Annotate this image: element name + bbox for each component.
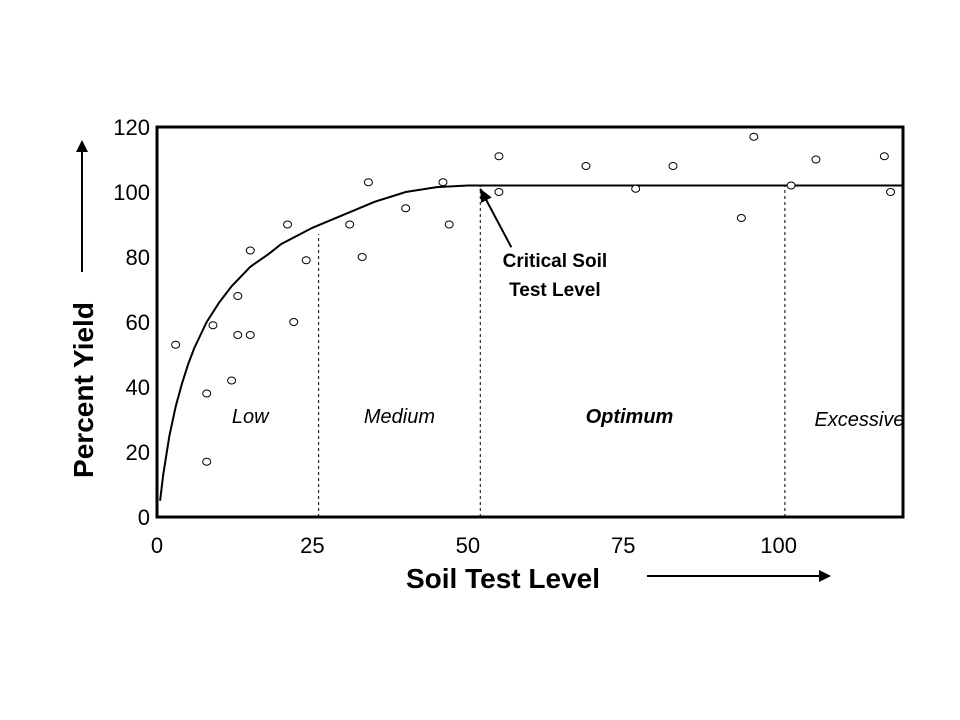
data-point: [171, 340, 181, 349]
critical-level-annotation: Critical Soil: [503, 251, 608, 272]
x-tick-label: 100: [760, 533, 797, 558]
data-point: [357, 253, 367, 261]
data-point: [202, 457, 212, 466]
data-point: [438, 178, 448, 187]
data-point: [345, 220, 355, 229]
data-point: [208, 321, 218, 330]
data-point: [233, 331, 243, 339]
data-point: [631, 184, 641, 193]
zone-label: Low: [232, 406, 270, 428]
data-point: [227, 376, 237, 385]
data-point: [668, 162, 678, 170]
y-tick-label: 80: [126, 245, 150, 270]
data-point: [233, 292, 243, 300]
data-point: [401, 204, 411, 213]
y-tick-label: 0: [138, 505, 150, 530]
y-axis-direction-arrow-head: [76, 140, 88, 152]
y-tick-label: 120: [113, 115, 150, 140]
data-point: [886, 188, 896, 196]
x-tick-label: 0: [151, 533, 163, 558]
x-tick-label: 25: [300, 533, 324, 558]
x-axis-title: Soil Test Level: [406, 563, 600, 594]
annotation-arrow-head: [480, 188, 492, 204]
critical-level-annotation: Test Level: [509, 280, 601, 301]
y-tick-label: 100: [113, 180, 150, 205]
data-point: [879, 152, 889, 161]
data-point: [283, 220, 293, 229]
data-point: [581, 162, 591, 170]
data-point: [363, 178, 373, 187]
y-tick-label: 40: [126, 375, 150, 400]
zone-label: Medium: [364, 406, 435, 428]
data-point: [494, 152, 504, 161]
x-axis-direction-arrow-head: [819, 570, 831, 582]
x-tick-label: 75: [611, 533, 635, 558]
y-tick-label: 60: [126, 310, 150, 335]
data-point: [245, 246, 255, 255]
data-point: [749, 132, 759, 141]
zone-label: Optimum: [586, 406, 674, 428]
x-tick-label: 50: [456, 533, 480, 558]
data-point: [301, 256, 311, 265]
data-point: [444, 220, 454, 229]
y-axis-title: Percent Yield: [68, 302, 99, 478]
data-point: [289, 318, 299, 326]
data-point: [202, 389, 212, 398]
data-point: [786, 181, 796, 190]
data-point: [736, 214, 746, 222]
plot-frame: [155, 125, 905, 519]
data-point: [245, 331, 255, 339]
y-tick-label: 20: [126, 440, 150, 465]
data-point: [811, 155, 821, 164]
data-point: [494, 188, 504, 196]
zone-label: Excessive: [814, 409, 904, 431]
yield-response-curve: [159, 184, 903, 501]
